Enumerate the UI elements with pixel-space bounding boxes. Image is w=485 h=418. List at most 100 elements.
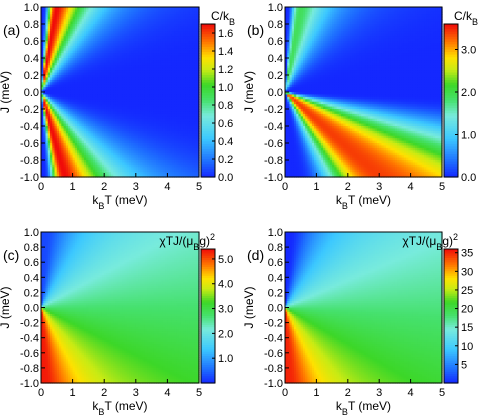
heatmap-cell xyxy=(99,14,103,18)
heatmap-cell xyxy=(88,62,92,66)
heatmap-cell xyxy=(68,79,71,83)
heatmap-cell xyxy=(61,138,65,142)
heatmap-cell xyxy=(52,53,56,57)
heatmap-cell xyxy=(101,140,105,144)
heatmap-cell xyxy=(185,138,189,142)
heatmap-cell xyxy=(86,113,89,117)
heatmap-cell xyxy=(65,94,69,98)
heatmap-cell xyxy=(171,19,175,23)
heatmap-cell xyxy=(108,45,112,49)
heatmap-cell xyxy=(70,50,74,54)
heatmap-cell xyxy=(59,150,62,154)
heatmap-cell xyxy=(108,75,112,79)
heatmap-cell xyxy=(183,121,187,125)
heatmap-cell xyxy=(138,96,141,100)
heatmap-cell xyxy=(169,126,173,130)
heatmap-cell xyxy=(185,121,189,125)
heatmap-cell xyxy=(45,138,49,142)
heatmap-cell xyxy=(158,143,162,147)
heatmap-cell xyxy=(97,155,101,159)
heatmap-cell xyxy=(122,24,126,28)
heatmap-cell xyxy=(92,89,96,93)
heatmap-cell xyxy=(47,28,51,32)
heatmap-cell xyxy=(167,67,171,71)
heatmap-cell xyxy=(63,72,67,76)
heatmap-cell xyxy=(54,113,58,117)
heatmap-cell xyxy=(176,169,180,173)
y-tick-label: -0.8 xyxy=(20,155,39,167)
heatmap-cell xyxy=(56,138,60,142)
heatmap-cell xyxy=(54,147,58,151)
heatmap-cell xyxy=(72,43,76,47)
heatmap-cell xyxy=(88,72,92,76)
heatmap-cell xyxy=(167,92,171,96)
heatmap-cell xyxy=(151,67,155,71)
heatmap-cell xyxy=(92,96,96,100)
heatmap-cell xyxy=(110,126,114,130)
heatmap-cell xyxy=(74,82,78,86)
heatmap-cell xyxy=(113,16,117,20)
heatmap-cell xyxy=(142,167,146,171)
heatmap-cell xyxy=(74,118,78,122)
heatmap-cell xyxy=(50,160,53,164)
heatmap-cell xyxy=(174,21,178,25)
heatmap-cell xyxy=(79,75,83,79)
heatmap-cell xyxy=(45,87,49,91)
heatmap-cell xyxy=(86,174,89,178)
heatmap-cell xyxy=(108,128,112,132)
heatmap-cell xyxy=(92,55,96,59)
heatmap-cell xyxy=(70,79,74,83)
heatmap-cell xyxy=(59,104,62,108)
heatmap-cell xyxy=(162,48,166,52)
heatmap-cell xyxy=(79,169,83,173)
heatmap-cell xyxy=(45,45,49,49)
heatmap-cell xyxy=(50,41,53,45)
heatmap-cell xyxy=(115,145,119,149)
heatmap-cell xyxy=(167,48,171,52)
heatmap-cell xyxy=(101,138,105,142)
heatmap-cell xyxy=(79,111,83,115)
heatmap-cell xyxy=(135,130,139,134)
heatmap-cell xyxy=(99,152,103,156)
heatmap-cell xyxy=(129,19,132,23)
heatmap-cell xyxy=(185,167,189,171)
heatmap-cell xyxy=(169,67,173,71)
heatmap-cell xyxy=(92,99,96,103)
heatmap-cell xyxy=(97,116,101,120)
heatmap-cell xyxy=(133,118,137,122)
heatmap-cell xyxy=(142,157,146,161)
heatmap-cell xyxy=(138,126,141,130)
heatmap-cell xyxy=(101,133,105,137)
heatmap-cell xyxy=(81,58,85,62)
heatmap-cell xyxy=(79,43,83,47)
heatmap-cell xyxy=(167,164,171,168)
heatmap-cell xyxy=(65,167,69,171)
heatmap-cell xyxy=(101,104,105,108)
heatmap-cell xyxy=(50,113,53,117)
heatmap-cell xyxy=(79,33,83,37)
heatmap-cell xyxy=(95,36,99,40)
heatmap-cell xyxy=(171,101,175,105)
heatmap-cell xyxy=(50,79,53,83)
heatmap-cell xyxy=(45,77,49,81)
heatmap-cell xyxy=(79,14,83,18)
heatmap-cell xyxy=(162,65,166,69)
heatmap-cell xyxy=(162,109,166,113)
heatmap-cell xyxy=(156,99,159,103)
heatmap-cell xyxy=(92,24,96,28)
heatmap-cell xyxy=(59,33,62,37)
heatmap-cell xyxy=(63,94,67,98)
heatmap-cell xyxy=(133,41,137,45)
heatmap-cell xyxy=(77,79,80,83)
heatmap-cell xyxy=(131,53,135,57)
heatmap-cell xyxy=(147,50,150,54)
heatmap-cell xyxy=(122,113,126,117)
heatmap-cell xyxy=(171,111,175,115)
heatmap-cell xyxy=(124,28,128,32)
heatmap-cell xyxy=(77,130,80,134)
heatmap-cell xyxy=(113,116,117,120)
heatmap-cell xyxy=(140,111,144,115)
heatmap-cell xyxy=(171,84,175,88)
heatmap-cell xyxy=(117,28,121,32)
heatmap-cell xyxy=(135,89,139,93)
